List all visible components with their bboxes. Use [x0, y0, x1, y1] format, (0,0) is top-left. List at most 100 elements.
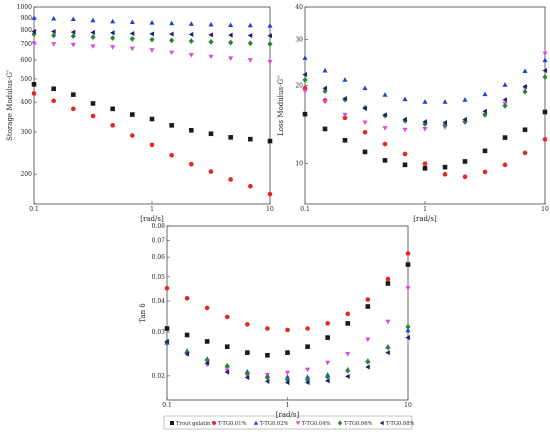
- data-point: [247, 22, 253, 28]
- data-point: [442, 172, 448, 177]
- data-point: [345, 367, 351, 374]
- data-point: [228, 56, 234, 61]
- data-point: [110, 106, 115, 112]
- data-point: [362, 130, 368, 135]
- data-point: [422, 126, 428, 132]
- data-point: [365, 337, 371, 343]
- legend-marker: [379, 420, 384, 426]
- data-point: [265, 326, 270, 331]
- data-point: [502, 102, 508, 109]
- y-tick-label: 0.03: [152, 329, 166, 336]
- data-point: [188, 53, 194, 58]
- data-point: [322, 126, 328, 132]
- data-point: [90, 101, 96, 106]
- data-point: [31, 91, 37, 96]
- data-point: [149, 142, 155, 148]
- data-point: [70, 16, 76, 22]
- data-point: [462, 174, 468, 180]
- legend-entry: T-TG0.06%: [344, 421, 373, 427]
- y-tick-label: 0.02: [152, 373, 166, 380]
- data-point: [70, 33, 76, 40]
- y-tick-label: 600: [21, 57, 33, 64]
- data-point: [345, 321, 351, 326]
- y-axis-label: Loss Modulus-G'': [277, 75, 285, 136]
- data-point: [482, 148, 488, 154]
- data-point: [302, 76, 308, 83]
- data-point: [385, 319, 391, 325]
- data-point: [522, 83, 527, 90]
- data-point: [302, 89, 308, 94]
- data-point: [482, 108, 487, 114]
- data-point: [382, 126, 388, 131]
- data-point: [322, 67, 328, 73]
- data-point: [284, 380, 290, 386]
- data-point: [522, 88, 528, 95]
- data-point: [302, 55, 308, 60]
- data-point: [305, 326, 310, 331]
- data-point: [110, 30, 115, 36]
- x-tick-label: 0.1: [29, 206, 39, 213]
- data-point: [130, 133, 135, 138]
- data-point: [184, 351, 190, 357]
- data-point: [267, 33, 272, 39]
- x-tick-label: 1: [286, 402, 290, 409]
- y-tick-label: 40: [295, 4, 303, 11]
- data-point: [110, 18, 116, 24]
- data-point: [189, 161, 194, 167]
- data-point: [208, 21, 214, 27]
- data-point: [228, 22, 234, 28]
- data-point: [325, 335, 330, 340]
- data-point: [325, 378, 330, 384]
- data-point: [90, 44, 96, 49]
- data-point: [365, 304, 371, 309]
- data-point: [302, 111, 308, 117]
- x-tick-label: 0.1: [300, 206, 310, 213]
- data-point: [267, 59, 273, 65]
- data-point: [169, 31, 174, 37]
- data-point: [184, 332, 190, 338]
- data-point: [385, 281, 391, 286]
- data-point: [51, 32, 57, 39]
- x-axis-label: [rad/s]: [276, 411, 300, 419]
- data-point: [402, 151, 408, 157]
- data-point: [267, 41, 273, 47]
- data-point: [71, 92, 76, 97]
- data-point: [208, 38, 214, 45]
- data-point: [51, 98, 56, 104]
- data-point: [188, 38, 194, 44]
- data-point: [208, 131, 214, 137]
- data-point: [482, 169, 488, 175]
- legend-frame: [163, 415, 413, 430]
- data-point: [51, 15, 57, 21]
- data-point: [129, 46, 135, 52]
- data-point: [248, 136, 253, 142]
- data-point: [244, 370, 250, 377]
- data-point: [224, 369, 230, 375]
- data-point: [542, 137, 548, 142]
- data-point: [305, 344, 310, 349]
- data-point: [284, 370, 291, 376]
- data-point: [342, 137, 348, 143]
- data-point: [188, 31, 194, 37]
- data-point: [70, 29, 76, 35]
- data-point: [422, 161, 428, 166]
- data-point: [71, 106, 76, 112]
- data-point: [208, 32, 213, 38]
- data-point: [224, 344, 230, 349]
- x-tick-label: 0.1: [162, 402, 172, 409]
- data-point: [365, 297, 371, 302]
- data-point: [422, 99, 428, 104]
- data-point: [31, 28, 36, 35]
- data-point: [405, 323, 411, 330]
- legend-marker: [170, 421, 174, 425]
- data-point: [482, 91, 488, 97]
- data-point: [385, 350, 390, 356]
- data-point: [228, 135, 233, 140]
- data-point: [51, 42, 57, 47]
- data-point: [248, 183, 253, 189]
- data-point: [462, 116, 467, 122]
- data-point: [442, 99, 448, 104]
- data-point: [502, 82, 508, 87]
- storage-modulus-chart: 0.1 1 10 200 300 400 500 600 700 800 900 1000 [rad/s…: [6, 4, 274, 223]
